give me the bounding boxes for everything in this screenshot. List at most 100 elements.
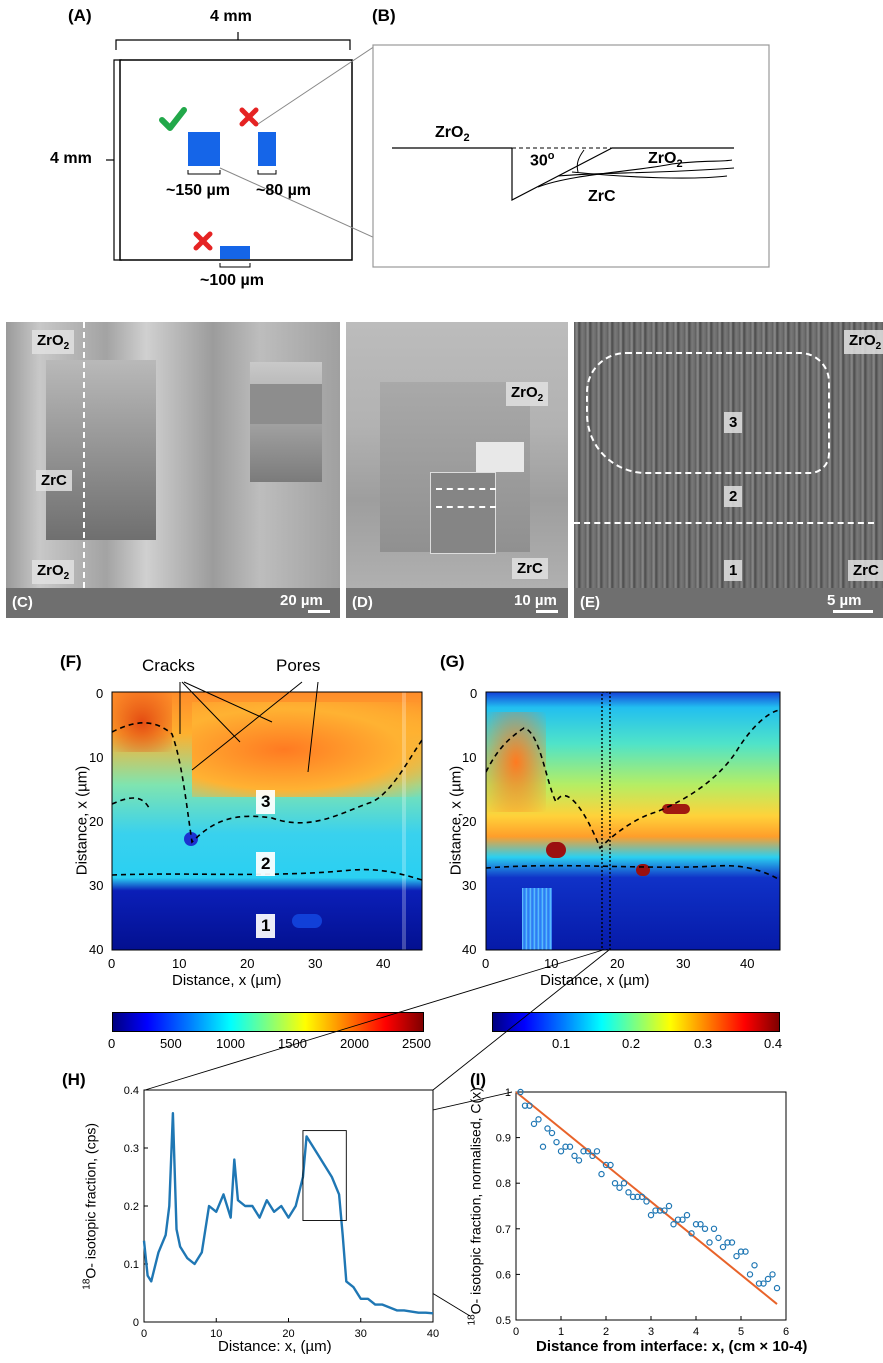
e-region-3: 3	[724, 412, 743, 433]
sem-image-e: ZrO2 3 2 1 ZrC (E) 5 µm	[574, 322, 883, 618]
data-point	[629, 1193, 637, 1201]
sem-c-scale: 20 µm	[280, 592, 330, 613]
data-point	[589, 1152, 596, 1160]
sem-e-label: (E)	[580, 594, 600, 611]
f-region-3: 3	[256, 790, 276, 814]
y-tick-label: 1	[505, 1087, 511, 1099]
data-point	[706, 1239, 713, 1246]
data-point	[647, 1211, 655, 1219]
data-point	[679, 1216, 686, 1223]
g-ytick-10: 10	[462, 750, 477, 765]
plot-frame	[515, 1091, 787, 1321]
data-point	[751, 1262, 758, 1269]
data-point	[535, 1116, 542, 1123]
data-point	[733, 1252, 740, 1260]
data-point	[728, 1239, 736, 1246]
f-ytick-20: 20	[89, 814, 104, 829]
panel-b-label: (B)	[372, 6, 396, 25]
data-point	[697, 1221, 704, 1228]
i-ylabel: 18O- isotopic fraction, normalised, C(x)	[466, 1087, 484, 1326]
f-cracks-annotation: Cracks	[142, 656, 195, 675]
x-tick-label: 2	[603, 1326, 609, 1338]
g-ytick-20: 20	[462, 814, 477, 829]
h-xlabel: Distance: x, (µm)	[218, 1338, 332, 1355]
sem-d-scale: 10 µm	[514, 592, 558, 613]
f-map-image	[112, 692, 422, 950]
y-tick-label: 0.4	[124, 1085, 139, 1097]
f-region-1: 1	[256, 914, 276, 938]
g-map-image	[486, 692, 780, 950]
g-xtick-20: 20	[610, 956, 625, 971]
x-tick-label: 6	[783, 1326, 789, 1338]
f-ylabel: Distance, x (µm)	[73, 765, 91, 876]
x-tick-label: 4	[693, 1326, 699, 1338]
cross-icon	[193, 231, 213, 251]
f-cbar-tick-2500: 2500	[402, 1036, 431, 1051]
panel-h-label: (H)	[62, 1070, 86, 1089]
f-xtick-10: 10	[172, 956, 187, 971]
data-point	[526, 1102, 533, 1109]
f-cbar-tick-0: 0	[108, 1036, 116, 1051]
data-point	[701, 1225, 709, 1232]
g-xtick-0: 0	[482, 956, 490, 971]
f-colorbar	[112, 1012, 424, 1032]
data-point	[755, 1280, 763, 1287]
data-point	[665, 1202, 673, 1210]
y-tick-label: 0.6	[496, 1269, 511, 1281]
data-point	[584, 1148, 592, 1155]
data-point	[769, 1271, 776, 1278]
e-region-1: 1	[724, 560, 743, 581]
g-ytick-40: 40	[462, 942, 477, 957]
f-map-overlay	[112, 722, 422, 881]
x-tick-label: 10	[210, 1328, 222, 1340]
y-tick-label: 0.8	[496, 1178, 511, 1190]
data-point	[625, 1189, 632, 1196]
data-point	[521, 1102, 529, 1109]
data-point	[517, 1088, 524, 1096]
trench-80	[258, 132, 276, 166]
g-ytick-0: 0	[470, 686, 478, 701]
f-ytick-30: 30	[89, 878, 104, 893]
g-cbar-tick-01: 0.1	[552, 1036, 571, 1051]
f-annotation-lines	[179, 681, 319, 773]
data-point	[661, 1207, 668, 1214]
data-point	[719, 1243, 727, 1251]
size-100-label: ~100 µm	[200, 272, 264, 289]
data-point	[553, 1138, 560, 1146]
data-point	[670, 1221, 677, 1228]
g-cbar-tick-04: 0.4	[764, 1036, 783, 1051]
panel-i-label: (I)	[470, 1070, 487, 1089]
data-point	[602, 1161, 610, 1169]
trench-100	[220, 246, 250, 259]
b-top-layer: ZrO2	[435, 124, 470, 145]
f-axes	[111, 691, 423, 951]
check-icon	[159, 107, 187, 131]
cross-icon	[239, 107, 259, 127]
sem-c-label: (C)	[12, 594, 33, 611]
panel-f-label: (F)	[60, 652, 82, 671]
f-xlabel: Distance, x (µm)	[172, 972, 282, 989]
sem-image-d: ZrO2 ZrC (D) 10 µm	[346, 322, 568, 618]
data-point	[539, 1143, 547, 1150]
f-cbar-tick-500: 500	[160, 1036, 182, 1051]
x-tick-label: 3	[648, 1326, 654, 1338]
g-xlabel: Distance, x (µm)	[540, 972, 650, 989]
panel-a-schematic	[106, 32, 375, 268]
x-tick-label: 5	[738, 1326, 744, 1338]
f-cbar-tick-2000: 2000	[340, 1036, 369, 1051]
e-region-2: 2	[724, 486, 743, 507]
data-point	[715, 1234, 722, 1242]
h-ylabel: 18O- isotopic fraction, (cps)	[81, 1122, 99, 1290]
series-line	[142, 1112, 434, 1315]
g-axes	[485, 691, 781, 951]
data-point	[764, 1275, 772, 1283]
f-xtick-40: 40	[376, 956, 391, 971]
f-ytick-0: 0	[96, 686, 104, 701]
d-zrc-tag: ZrC	[512, 558, 548, 579]
data-point	[620, 1179, 628, 1187]
y-tick-label: 0	[133, 1317, 139, 1329]
data-point	[746, 1271, 754, 1278]
x-tick-label: 0	[141, 1328, 147, 1340]
chart-i: 0 1 2 3 4 5 6 0.5 0.6 0.7 0.8 0.9 1	[496, 1087, 789, 1338]
g-xtick-40: 40	[740, 956, 755, 971]
